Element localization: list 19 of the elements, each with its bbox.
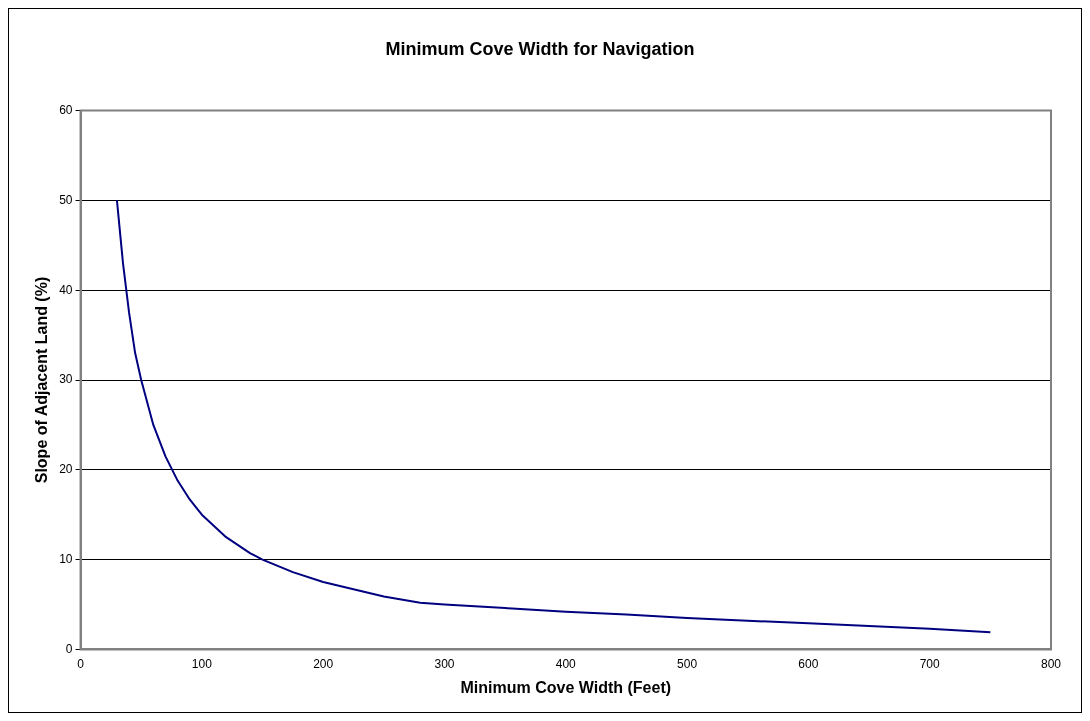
x-tick-label: 200 [313, 656, 334, 671]
x-tick-label: 0 [77, 656, 85, 671]
x-tick-label: 400 [555, 656, 577, 671]
x-tick-label: 700 [919, 656, 941, 671]
x-tick-label: 800 [1040, 656, 1062, 671]
y-tick-label: 40 [59, 282, 73, 297]
y-tick-label: 30 [59, 372, 73, 387]
y-tick-label: 20 [59, 462, 73, 477]
x-tick-label: 500 [677, 656, 698, 671]
y-tick-label: 10 [59, 551, 73, 566]
x-axis-title: Minimum Cove Width (Feet) [460, 678, 672, 696]
x-tick-label: 100 [191, 656, 213, 671]
y-tick-label: 60 [59, 102, 73, 117]
y-tick-label: 50 [59, 192, 73, 207]
x-tick-label: 600 [798, 656, 819, 671]
x-tick-label: 300 [434, 656, 455, 671]
y-tick-label: 0 [65, 641, 73, 656]
chart-title: Minimum Cove Width for Navigation [385, 38, 695, 59]
y-axis-title: Slope of Adjacent Land (%) [33, 276, 51, 484]
